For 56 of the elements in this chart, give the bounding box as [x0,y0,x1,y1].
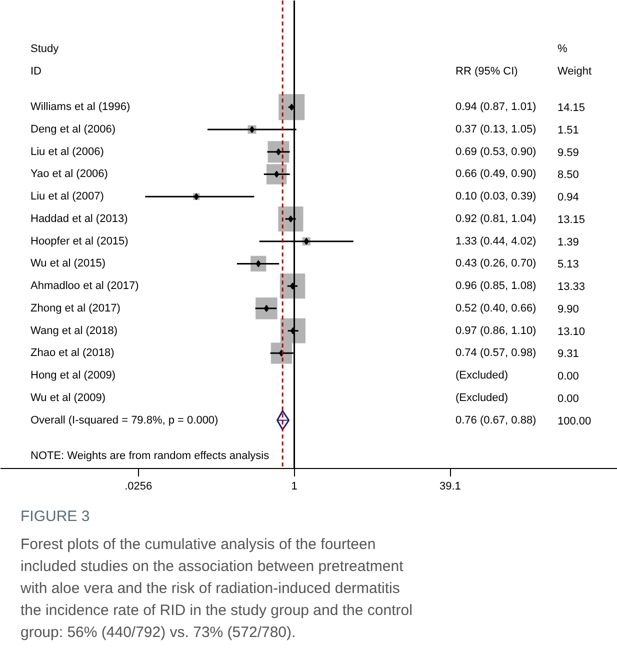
text: FIGURE 3 [20,508,90,525]
annotation: 0.37 (0.13, 1.05) [456,124,536,136]
text: ID [30,65,42,78]
y-tick-label: Zhong et al (2017) [30,302,120,314]
x-tick-label: .0256 [124,480,152,492]
y-tick-label: Wu et al (2015) [30,258,106,270]
y-tick-label: Williams et al (1996) [30,101,130,114]
annotation: 0.10 (0.03, 0.39) [456,190,536,203]
annotation: 1.33 (0.44, 4.02) [456,235,536,248]
text: RR (95% CI) [456,65,518,78]
y-tick-label: Ahmadloo et al (2017) [30,280,139,292]
annotation: 0.52 (0.40, 0.66) [456,302,536,314]
annotation: (Excluded) [456,370,508,382]
annotation: (Excluded) [456,392,508,404]
annotation: 9.31 [558,348,579,360]
annotation: 0.00 [558,370,579,383]
annotation: 0.69 (0.53, 0.90) [456,146,536,158]
annotation: 0.74 (0.57, 0.98) [456,347,536,360]
text: NOTE: Weights are from random effects analysis [30,450,270,462]
y-tick-label: Haddad et al (2013) [30,212,128,225]
annotation: 1.51 [558,124,579,137]
y-tick-label: Wang et al (2018) [30,324,118,337]
annotation: 0.76 (0.67, 0.88) [456,414,536,426]
text: % [558,43,568,55]
annotation: 0.94 [558,192,579,204]
annotation: 8.50 [558,169,579,182]
annotation: 0.97 (0.86, 1.10) [456,324,536,337]
y-tick-label: Liu et al (2007) [30,190,104,203]
annotation: 100.00 [558,415,592,428]
annotation: 0.94 (0.87, 1.01) [456,101,536,114]
annotation: 0.96 (0.85, 1.08) [456,280,536,292]
annotation: 13.33 [558,281,586,294]
y-tick-label: Yao et al (2006) [30,168,108,180]
text: Weight [558,65,592,78]
annotation: 9.90 [558,303,579,316]
annotation: 0.00 [558,392,579,405]
y-tick-label: Hong et al (2009) [30,370,116,382]
y-tick-label: Hoopfer et al (2015) [30,235,128,248]
y-tick-label: Wu et al (2009) [30,392,106,404]
annotation: 0.43 (0.26, 0.70) [456,258,536,270]
annotation: 1.39 [558,236,579,248]
x-tick-label: 39.1 [439,480,461,492]
text: Study [30,43,60,55]
annotation: 13.15 [558,214,586,226]
y-tick-label: Zhao et al (2018) [30,347,114,360]
annotation: 14.15 [558,102,586,114]
x-tick-label: 1 [291,480,298,492]
annotation: 5.13 [558,258,579,271]
y-tick-label: Liu et al (2006) [30,146,104,158]
y-tick-label: Overall (I-squared = 79.8%, p = 0.000) [30,414,218,426]
text: Forest plots of the cumulative analysis of the fourteen included studies on the association between pretreatment with aloe vera and the risk of radiation-induced dermatitis the incidence rate of RID in the study group and the control group: 56% (440/792) vs. 73% (572/780). [20,536,412,641]
annotation: 9.59 [558,146,579,159]
annotation: 13.10 [558,326,586,338]
y-tick-label: Deng et al (2006) [30,124,116,136]
annotation: 0.92 (0.81, 1.04) [456,212,536,225]
annotation: 0.66 (0.49, 0.90) [456,168,536,180]
